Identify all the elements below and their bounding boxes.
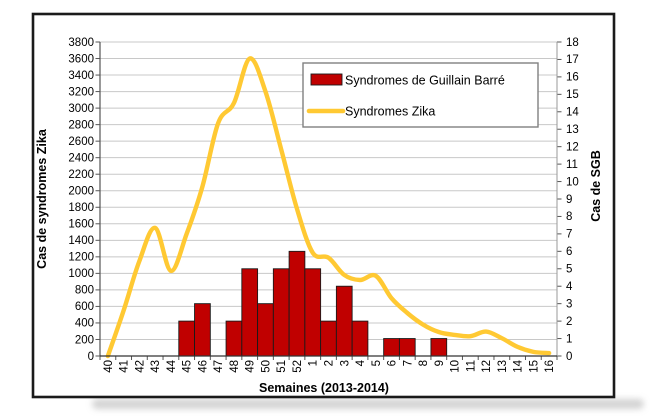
axes bbox=[95, 41, 562, 360]
x-tick-label: 48 bbox=[229, 360, 241, 373]
left-tick-label: 3400 bbox=[68, 70, 94, 82]
left-tick-label: 2600 bbox=[68, 136, 94, 148]
left-tick-label: 1800 bbox=[68, 202, 94, 214]
gbs-bar bbox=[194, 303, 211, 357]
gbs-bar bbox=[430, 338, 448, 357]
x-tick-label: 52 bbox=[292, 360, 304, 373]
gbs-bar bbox=[241, 268, 259, 357]
x-tick-label: 9 bbox=[434, 360, 446, 366]
right-tick-label: 13 bbox=[566, 124, 579, 136]
x-tick-label: 10 bbox=[450, 360, 462, 373]
left-tick-label: 800 bbox=[75, 285, 94, 297]
gbs-bar bbox=[178, 320, 196, 357]
right-tick-label: 0 bbox=[566, 351, 572, 363]
left-axis-title: Cas de syndromes Zika bbox=[35, 128, 49, 269]
left-tick-label: 0 bbox=[88, 351, 94, 363]
x-tick-label: 44 bbox=[166, 359, 178, 372]
x-tick-label: 5 bbox=[371, 360, 383, 366]
right-tick-label: 14 bbox=[566, 107, 579, 119]
right-tick-label: 6 bbox=[566, 246, 572, 258]
x-tick-label: 47 bbox=[213, 360, 225, 373]
left-tick-label: 400 bbox=[75, 318, 94, 330]
x-tick-label: 1 bbox=[308, 360, 320, 366]
left-tick-label: 2200 bbox=[68, 169, 94, 181]
left-tick-label: 1600 bbox=[68, 219, 94, 231]
legend-label-guillain-barre: Syndromes de Guillain Barré bbox=[345, 74, 505, 88]
x-tick-label: 14 bbox=[513, 359, 525, 372]
left-tick-label: 1200 bbox=[68, 252, 94, 264]
right-tick-label: 9 bbox=[566, 194, 572, 206]
left-tick-label: 3200 bbox=[68, 86, 94, 98]
right-tick-label: 11 bbox=[566, 159, 578, 171]
legend: Syndromes de Guillain Barré Syndromes Zi… bbox=[302, 62, 539, 128]
figure-shadow bbox=[92, 399, 644, 409]
x-tick-label: 7 bbox=[402, 360, 414, 366]
zika-line bbox=[105, 56, 552, 359]
right-tick-label: 7 bbox=[566, 229, 572, 241]
x-tick-label: 49 bbox=[245, 360, 257, 373]
gbs-bar bbox=[257, 303, 274, 357]
right-tick-label: 16 bbox=[566, 72, 579, 84]
left-tick-label: 600 bbox=[75, 301, 94, 313]
gbs-bar bbox=[288, 250, 306, 357]
legend-label-zika: Syndromes Zika bbox=[345, 105, 435, 119]
right-tick-label: 1 bbox=[566, 333, 572, 345]
right-tick-label: 4 bbox=[566, 281, 573, 293]
right-tick-label: 5 bbox=[566, 264, 572, 276]
x-tick-label: 51 bbox=[276, 360, 288, 373]
right-tick-label: 18 bbox=[566, 37, 579, 49]
gbs-bar bbox=[304, 268, 322, 357]
right-tick-label: 8 bbox=[566, 211, 572, 223]
x-axis-title: Semaines (2013-2014) bbox=[259, 381, 389, 395]
right-tick-label: 12 bbox=[566, 141, 579, 153]
left-tick-label: 2800 bbox=[68, 119, 94, 131]
x-tick-label: 40 bbox=[103, 360, 115, 373]
x-tick-label: 11 bbox=[465, 360, 477, 372]
x-tick-label: 46 bbox=[197, 360, 209, 373]
left-tick-label: 3000 bbox=[68, 103, 94, 115]
x-tick-label: 41 bbox=[119, 360, 131, 373]
x-tick-label: 8 bbox=[418, 360, 430, 366]
left-tick-label: 2000 bbox=[68, 186, 94, 198]
right-tick-label: 17 bbox=[566, 54, 579, 66]
right-tick-label: 3 bbox=[566, 298, 572, 310]
gbs-bar bbox=[351, 320, 369, 357]
right-axis-title: Cas de SGB bbox=[589, 150, 603, 222]
x-tick-label: 3 bbox=[339, 360, 351, 366]
x-tick-label: 16 bbox=[544, 360, 556, 373]
gbs-bar bbox=[383, 338, 400, 357]
left-tick-label: 3600 bbox=[68, 53, 94, 65]
x-tick-label: 50 bbox=[260, 360, 272, 373]
zika-line-layer bbox=[105, 56, 552, 359]
left-tick-label: 1000 bbox=[68, 268, 94, 280]
x-tick-label: 6 bbox=[387, 360, 399, 366]
right-tick-label: 2 bbox=[566, 316, 572, 328]
x-tick-label: 45 bbox=[182, 360, 194, 373]
x-tick-label: 42 bbox=[134, 360, 146, 373]
x-tick-label: 13 bbox=[497, 360, 509, 373]
tick-labels: 0200400600800100012001400160018002000220… bbox=[68, 37, 579, 373]
left-tick-label: 1400 bbox=[68, 235, 94, 247]
gbs-bar bbox=[225, 320, 243, 357]
x-tick-label: 2 bbox=[324, 360, 336, 366]
gridlines bbox=[100, 41, 557, 340]
gbs-bar bbox=[320, 320, 337, 357]
x-tick-label: 4 bbox=[355, 359, 367, 366]
gbs-bars bbox=[178, 250, 448, 357]
left-tick-label: 200 bbox=[75, 334, 94, 346]
left-tick-label: 3800 bbox=[68, 37, 94, 49]
x-tick-label: 43 bbox=[150, 360, 162, 373]
gbs-bar bbox=[335, 285, 353, 357]
right-tick-label: 10 bbox=[566, 176, 579, 188]
left-tick-label: 2400 bbox=[68, 152, 94, 164]
gbs-bar bbox=[272, 268, 290, 357]
legend-swatch-guillain-barre bbox=[310, 73, 343, 86]
gbs-bar bbox=[398, 338, 416, 357]
right-tick-label: 15 bbox=[566, 89, 579, 101]
x-tick-label: 15 bbox=[528, 360, 540, 373]
x-tick-label: 12 bbox=[481, 360, 493, 373]
